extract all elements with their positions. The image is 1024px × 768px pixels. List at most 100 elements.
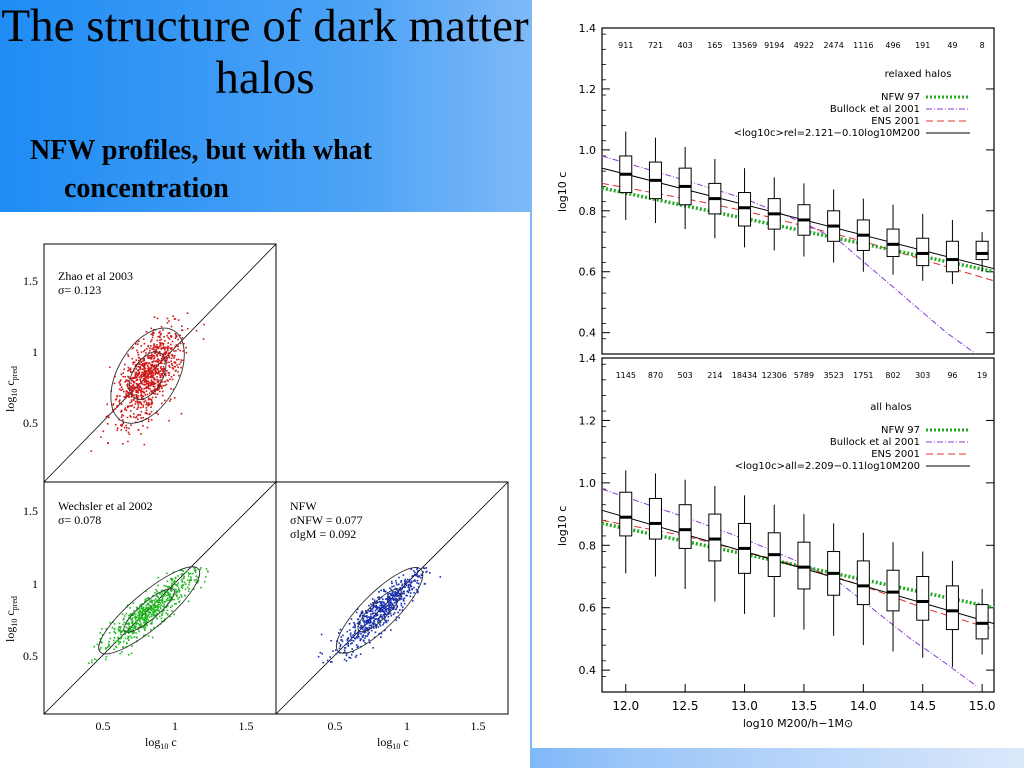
scatter-point <box>150 382 152 385</box>
scatter-point <box>410 581 412 584</box>
scatter-point <box>155 372 158 374</box>
scatter-point <box>170 589 172 591</box>
scatter-point <box>376 618 378 620</box>
scatter-point <box>408 581 410 583</box>
y-tick-label: 0.6 <box>579 602 597 615</box>
scatter-point <box>148 383 150 386</box>
scatter-point <box>152 377 155 379</box>
scatter-point <box>142 609 144 612</box>
scatter-point <box>351 642 353 644</box>
scatter-point <box>162 376 164 378</box>
scatter-point <box>160 607 162 610</box>
scatter-point <box>149 384 151 387</box>
scatter-point <box>395 619 398 622</box>
scatter-point <box>150 339 153 341</box>
legend: NFW 97 Bullock et al 2001 ENS 2001 <log1… <box>735 425 970 472</box>
scatter-point <box>132 629 134 631</box>
scatter-point <box>168 338 171 340</box>
scatter-point <box>142 391 145 393</box>
scatter-point <box>379 604 381 607</box>
scatter-point <box>131 389 133 391</box>
scatter-point <box>138 359 140 362</box>
scatter-point <box>112 410 114 413</box>
scatter-point <box>345 643 347 646</box>
scatter-point <box>384 590 387 593</box>
scatter-point <box>144 372 147 374</box>
scatter-point <box>133 377 136 379</box>
scatter-point <box>172 368 175 370</box>
scatter-point <box>165 606 167 609</box>
scatter-point <box>148 403 151 405</box>
scatter-point <box>187 327 189 330</box>
scatter-point <box>363 620 366 622</box>
scatter-point <box>132 614 135 617</box>
scatter-point <box>139 368 141 370</box>
scatter-point <box>137 626 140 629</box>
scatter-point <box>157 604 159 606</box>
scatter-point <box>107 414 109 417</box>
y-axis-label: log10 c <box>556 172 569 212</box>
scatter-point <box>130 371 133 374</box>
scatter-point <box>147 603 150 606</box>
scatter-point <box>125 409 128 411</box>
scatter-point <box>135 623 138 625</box>
scatter-point <box>406 594 408 597</box>
scatter-point <box>151 601 153 604</box>
scatter-point <box>157 372 160 374</box>
scatter-point <box>138 626 141 629</box>
scatter-point <box>159 606 162 608</box>
scatter-point <box>150 340 152 343</box>
scatter-point <box>379 611 382 613</box>
scatter-point <box>137 387 139 389</box>
scatter-point <box>360 625 363 628</box>
scatter-point <box>355 611 358 614</box>
scatter-point <box>385 606 387 608</box>
scatter-point <box>174 603 176 605</box>
scatter-point <box>426 570 428 573</box>
scatter-point <box>185 346 187 349</box>
scatter-point <box>349 634 352 636</box>
scatter-point <box>380 636 382 638</box>
scatter-point <box>338 642 341 644</box>
scatter-point <box>125 626 127 629</box>
scatter-point <box>143 372 145 374</box>
scatter-point <box>153 603 156 605</box>
scatter-point <box>141 383 144 385</box>
scatter-point <box>99 631 102 634</box>
scatter-point <box>138 388 140 390</box>
panel-label: relaxed halos <box>885 69 952 80</box>
scatter-point <box>157 365 159 367</box>
scatter-point <box>106 403 108 406</box>
scatter-point <box>135 368 137 370</box>
y-ticks: 0.5 1 1.5 <box>23 504 38 663</box>
bin-count: 721 <box>648 41 663 50</box>
scatter-point <box>376 613 378 615</box>
scatter-point <box>362 626 364 629</box>
scatter-point <box>145 407 148 409</box>
scatter-point <box>140 606 143 608</box>
scatter-point <box>144 399 147 402</box>
scatter-point <box>332 650 334 652</box>
scatter-point <box>151 361 153 363</box>
scatter-point <box>359 653 362 655</box>
scatter-point <box>143 342 146 345</box>
y-tick-label: 0.5 <box>23 416 38 430</box>
scatter-point <box>386 599 389 601</box>
scatter-point <box>129 628 132 630</box>
scatter-point <box>391 592 393 595</box>
scatter-point <box>392 595 394 597</box>
scatter-point <box>130 386 133 388</box>
scatter-point <box>394 597 397 600</box>
scatter-point <box>389 610 391 612</box>
scatter-point <box>144 598 147 601</box>
scatter-point <box>153 344 155 346</box>
scatter-point <box>107 442 109 445</box>
scatter-point <box>127 405 129 407</box>
scatter-point <box>157 413 159 416</box>
scatter-point <box>380 602 382 604</box>
scatter-point <box>144 614 147 617</box>
scatter-point <box>129 613 132 615</box>
scatter-point <box>387 608 389 610</box>
scatter-point <box>356 608 359 611</box>
scatter-point <box>196 581 199 584</box>
